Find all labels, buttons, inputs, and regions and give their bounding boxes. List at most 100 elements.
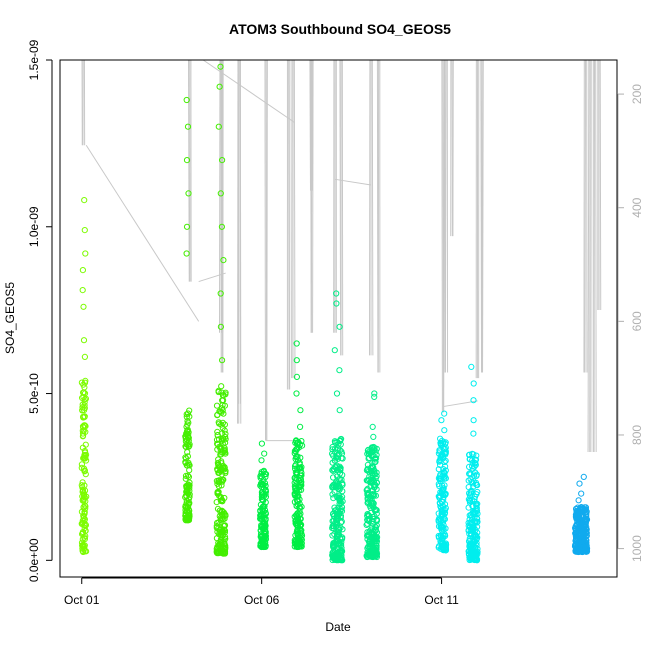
data-point — [470, 380, 477, 387]
data-point — [473, 491, 480, 498]
data-point — [442, 540, 449, 547]
profile-line — [293, 59, 296, 379]
data-point — [333, 300, 340, 307]
data-point — [583, 539, 590, 547]
data-point — [368, 453, 375, 460]
data-point — [80, 414, 87, 421]
data-point — [473, 519, 481, 526]
data-point — [336, 323, 343, 330]
data-point — [442, 547, 449, 554]
data-point — [367, 504, 374, 511]
data-point — [582, 507, 589, 514]
data-point — [473, 539, 480, 547]
data-point — [371, 471, 378, 478]
data-point — [218, 466, 225, 473]
data-point — [219, 157, 226, 164]
data-point — [369, 520, 377, 528]
data-point — [470, 430, 477, 437]
data-point — [221, 494, 228, 502]
data-point — [365, 498, 372, 505]
data-point — [215, 469, 222, 476]
data-point — [261, 535, 268, 542]
data-point — [369, 491, 376, 498]
data-point — [294, 526, 301, 534]
data-point — [367, 543, 374, 551]
profile-line — [584, 59, 587, 373]
data-point — [262, 487, 269, 494]
data-point — [441, 470, 448, 477]
connector-line — [85, 144, 200, 322]
data-point — [222, 546, 229, 553]
data-point — [470, 465, 477, 472]
data-point — [331, 466, 338, 473]
data-point — [339, 481, 346, 489]
right-tick-label: 400 — [630, 197, 644, 217]
data-point — [438, 452, 445, 459]
data-point — [439, 535, 446, 542]
data-point — [575, 544, 583, 551]
data-point — [183, 441, 190, 448]
y-tick-label: 1.5e-09 — [27, 39, 41, 80]
data-point — [470, 472, 478, 479]
data-point — [575, 517, 583, 524]
data-point — [330, 474, 337, 481]
data-point — [78, 379, 86, 386]
x-axis-title: Date — [325, 620, 351, 634]
data-point — [81, 197, 88, 204]
data-point — [373, 486, 380, 493]
data-point — [297, 423, 304, 430]
data-point — [469, 517, 476, 524]
x-tick-label: Oct 06 — [244, 593, 280, 607]
data-point — [373, 546, 380, 553]
data-point — [214, 488, 221, 496]
data-point — [293, 474, 300, 482]
x-tick-label: Oct 11 — [424, 593, 459, 607]
data-point — [337, 498, 344, 505]
data-point — [214, 428, 221, 435]
data-point — [220, 257, 227, 264]
data-point — [372, 458, 379, 465]
profile-line — [444, 59, 447, 373]
data-point — [186, 467, 193, 474]
data-point — [79, 528, 87, 536]
data-point — [468, 363, 475, 370]
data-point — [260, 492, 267, 499]
data-point — [465, 496, 472, 503]
data-point — [473, 481, 480, 488]
data-point — [329, 553, 337, 560]
data-point — [182, 472, 190, 479]
data-point — [82, 441, 89, 448]
data-point — [213, 499, 220, 506]
data-point — [334, 553, 341, 560]
data-point — [215, 387, 222, 394]
data-point — [366, 537, 374, 544]
data-point — [79, 517, 86, 524]
data-point — [330, 495, 337, 502]
data-point — [580, 514, 587, 521]
data-point — [337, 519, 344, 526]
data-point — [261, 503, 268, 510]
data-point — [261, 450, 268, 457]
data-point — [330, 525, 337, 532]
data-point — [331, 488, 338, 496]
data-point — [367, 478, 374, 486]
data-point — [439, 519, 447, 526]
data-point — [184, 123, 192, 130]
data-point — [262, 470, 269, 477]
data-point — [184, 487, 191, 494]
data-point — [467, 489, 474, 496]
data-point — [293, 390, 300, 397]
data-point — [217, 538, 224, 546]
data-point — [330, 513, 338, 520]
data-point — [222, 430, 229, 437]
data-point — [260, 467, 267, 474]
data-point — [81, 379, 89, 386]
profile-line — [480, 59, 483, 373]
data-point — [218, 515, 225, 522]
data-point — [580, 473, 587, 480]
data-point — [217, 290, 224, 297]
data-point — [258, 440, 265, 447]
data-point — [215, 477, 222, 485]
data-point — [335, 529, 342, 536]
data-point — [82, 428, 89, 435]
